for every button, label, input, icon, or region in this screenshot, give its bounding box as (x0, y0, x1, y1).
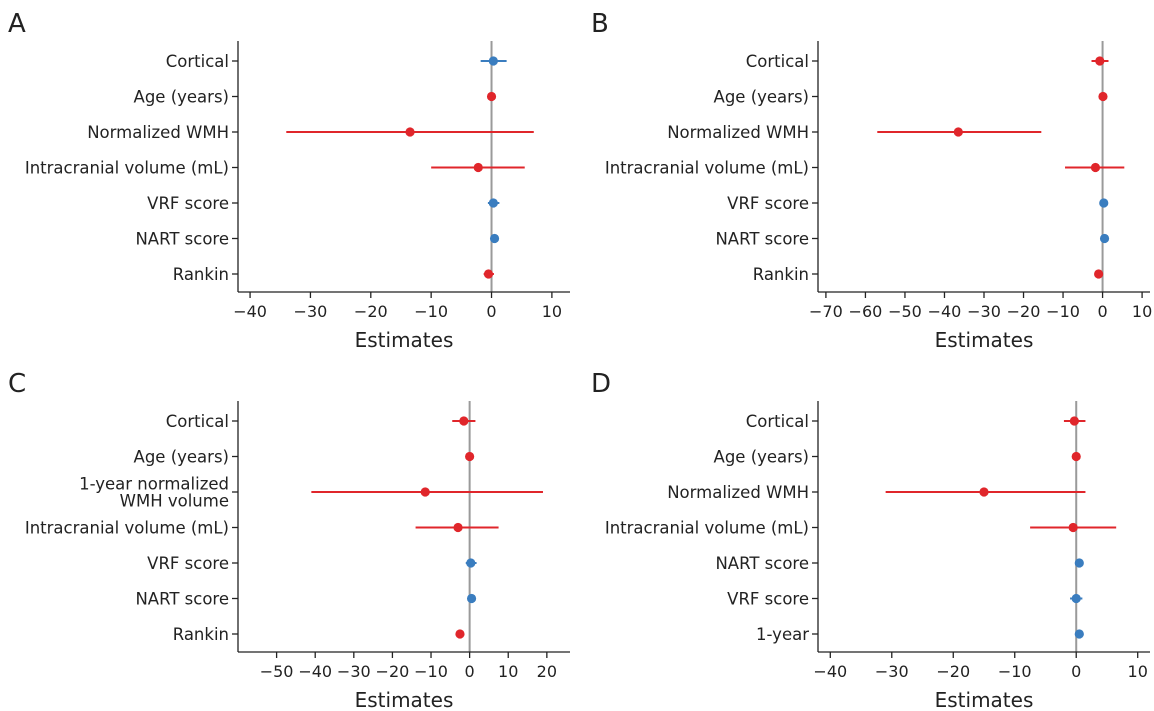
x-tick-label: −60 (849, 302, 883, 321)
point-estimate (1069, 523, 1078, 532)
category-label: Rankin (173, 265, 229, 284)
x-tick-label: 10 (1128, 662, 1148, 681)
panel-a: A −40 −30 −20 −10 0 10 Estimates Cortical Age (ye… (8, 9, 570, 352)
x-tick-label: −30 (875, 662, 909, 681)
point-estimate (1100, 234, 1109, 243)
point-estimate (1075, 629, 1084, 638)
category-label: Cortical (166, 412, 229, 431)
category-label: Normalized WMH (667, 123, 809, 142)
point-estimate (1094, 269, 1103, 278)
panel-letter: C (8, 369, 26, 399)
point-estimate (455, 629, 464, 638)
category-label: VRF score (727, 590, 809, 609)
x-axis-title: Estimates (935, 688, 1034, 711)
point-estimate (405, 127, 414, 136)
category-label: Intracranial volume (mL) (25, 519, 229, 538)
category-label: VRF score (147, 194, 229, 213)
x-axis-title: Estimates (935, 328, 1034, 352)
category-label: Intracranial volume (mL) (25, 159, 229, 178)
point-estimate (489, 198, 498, 207)
point-estimate (1098, 92, 1107, 101)
category-label: NART score (715, 230, 809, 249)
category-label-line: WMH volume (120, 492, 229, 511)
x-tick-label: −10 (1046, 302, 1080, 321)
x-tick-label: −20 (1007, 302, 1041, 321)
x-tick-label: −50 (888, 302, 922, 321)
point-estimate (466, 558, 475, 567)
category-label: Age (years) (714, 448, 809, 467)
category-label: 1-year normalized WMH volume (79, 475, 229, 511)
x-tick-label: 10 (542, 302, 562, 321)
category-label: Rankin (753, 265, 809, 284)
point-estimate (453, 523, 462, 532)
x-tick-label: −20 (354, 302, 388, 321)
point-estimate (484, 269, 493, 278)
panel-d: D −40 −30 −20 −10 0 10 Estimates Cortical Age (ye… (591, 369, 1150, 711)
x-axis-title: Estimates (355, 688, 454, 711)
x-tick-label: 0 (486, 302, 496, 321)
point-estimate (421, 487, 430, 496)
category-label: NART score (135, 590, 229, 609)
x-tick-label: −10 (998, 662, 1032, 681)
category-label: Intracranial volume (mL) (605, 159, 809, 178)
point-estimate (465, 452, 474, 461)
category-label: Age (years) (134, 448, 229, 467)
point-estimate (979, 487, 988, 496)
point-estimate (1072, 452, 1081, 461)
category-label: VRF score (147, 554, 229, 573)
panel-letter: A (8, 9, 26, 39)
panel-c: C −50 −40 −30 −20 −10 0 10 20 Estimates Cortical Ag… (8, 369, 570, 711)
point-estimate (1075, 558, 1084, 567)
category-label: NART score (715, 554, 809, 573)
x-tick-label: 10 (498, 662, 518, 681)
x-tick-label: −10 (414, 302, 448, 321)
x-tick-label: 0 (1071, 662, 1081, 681)
x-tick-label: −30 (294, 302, 328, 321)
point-estimate (474, 163, 483, 172)
point-estimate (489, 56, 498, 65)
point-estimate (1099, 198, 1108, 207)
point-estimate (954, 127, 963, 136)
x-tick-label: −40 (298, 662, 332, 681)
point-estimate (490, 234, 499, 243)
category-label: Cortical (166, 52, 229, 71)
x-tick-label: 20 (537, 662, 557, 681)
category-label: Intracranial volume (mL) (605, 519, 809, 538)
x-tick-label: −20 (936, 662, 970, 681)
category-label: VRF score (727, 194, 809, 213)
x-tick-label: −40 (928, 302, 962, 321)
category-label: Age (years) (714, 88, 809, 107)
point-estimate (467, 594, 476, 603)
point-estimate (1072, 594, 1081, 603)
category-label: Cortical (746, 52, 809, 71)
x-tick-label: −70 (809, 302, 843, 321)
x-tick-label: −30 (967, 302, 1001, 321)
x-tick-label: 0 (1097, 302, 1107, 321)
point-estimate (1095, 56, 1104, 65)
point-estimate (1070, 416, 1079, 425)
category-label: Normalized WMH (87, 123, 229, 142)
x-tick-label: −50 (260, 662, 294, 681)
panel-letter: D (591, 369, 611, 399)
panel-b: B −70 −60 −50 −40 −30 −20 −10 0 10 Estimates Cortic… (591, 9, 1152, 352)
category-label: Age (years) (134, 88, 229, 107)
category-label: 1-year (756, 625, 809, 644)
x-tick-label: 0 (465, 662, 475, 681)
category-label: Cortical (746, 412, 809, 431)
x-tick-label: −10 (414, 662, 448, 681)
x-tick-label: −40 (813, 662, 847, 681)
x-tick-label: 10 (1132, 302, 1152, 321)
point-estimate (1091, 163, 1100, 172)
x-tick-label: −30 (337, 662, 371, 681)
point-estimate (459, 416, 468, 425)
category-label: Rankin (173, 625, 229, 644)
x-axis-title: Estimates (355, 328, 454, 352)
point-estimate (487, 92, 496, 101)
x-tick-label: −20 (376, 662, 410, 681)
category-label: Normalized WMH (667, 483, 809, 502)
panel-letter: B (591, 9, 609, 39)
x-tick-label: −40 (233, 302, 267, 321)
category-label: NART score (135, 230, 229, 249)
